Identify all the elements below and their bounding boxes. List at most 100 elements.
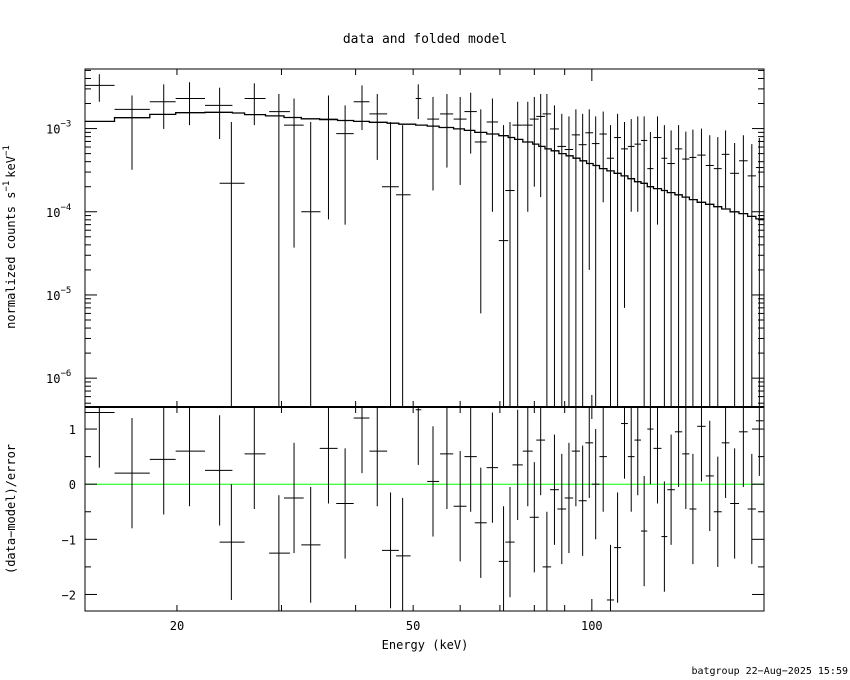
top-y-axis-label-exp1: −1 — [2, 181, 12, 192]
data-point — [244, 83, 266, 126]
y-tick-exponent: −5 — [60, 286, 71, 296]
residual-point — [585, 407, 594, 498]
data-point — [205, 87, 233, 139]
residual-point — [474, 467, 487, 578]
residual-point — [661, 481, 668, 592]
data-point — [585, 109, 594, 270]
y-tick-mantissa: 10 — [46, 123, 60, 137]
data-point — [689, 129, 697, 407]
residual-point — [621, 407, 628, 479]
data-point — [674, 125, 683, 407]
residual-point — [512, 409, 523, 521]
y-tick-exponent: −6 — [60, 369, 71, 379]
data-point — [627, 119, 635, 212]
data-point — [591, 116, 600, 407]
residual-point — [440, 407, 454, 509]
residual-point — [614, 492, 622, 603]
top-y-axis-label-exp2: −1 — [2, 145, 12, 156]
residual-point — [739, 407, 748, 487]
data-point — [621, 121, 628, 308]
residual-point — [730, 448, 740, 559]
data-point — [721, 130, 730, 209]
data-point — [474, 109, 487, 314]
data-point — [284, 98, 304, 248]
chart-title: data and folded model — [343, 32, 507, 47]
residual-point — [549, 434, 559, 545]
y-tick-label: 0 — [69, 478, 76, 492]
data-point — [549, 105, 559, 407]
data-point — [606, 125, 615, 407]
data-point — [486, 98, 499, 212]
data-point — [464, 92, 477, 154]
data-point — [713, 137, 722, 407]
residual-point — [755, 407, 764, 476]
data-point — [85, 74, 115, 102]
top-panel-marks — [85, 74, 764, 407]
residual-point — [353, 407, 370, 474]
data-point — [667, 130, 675, 407]
residual-point — [522, 407, 533, 507]
data-point — [755, 138, 764, 407]
data-point — [505, 121, 515, 407]
data-point — [149, 84, 176, 129]
residual-point — [396, 497, 411, 611]
data-point — [219, 121, 245, 407]
residual-point — [542, 511, 552, 611]
residual-point — [682, 407, 690, 509]
residual-y-axis-label: (data−model)/error — [4, 444, 18, 574]
residual-point — [85, 407, 115, 468]
residual-point — [653, 407, 662, 504]
data-point — [529, 96, 539, 187]
residual-point — [667, 434, 675, 545]
data-point — [415, 84, 422, 120]
data-point — [542, 94, 552, 407]
residual-point — [599, 407, 607, 512]
residual-point — [284, 442, 304, 554]
data-point — [634, 116, 641, 212]
residual-point — [578, 445, 587, 556]
data-point — [522, 101, 533, 212]
residual-point — [591, 429, 600, 540]
y-tick-label: 10−5 — [46, 286, 71, 303]
residual-point — [269, 495, 290, 611]
y-tick-label: 10−4 — [46, 203, 71, 220]
residual-point — [713, 456, 722, 567]
y-tick-label: 10−3 — [46, 120, 71, 137]
footer-stamp: batgroup 22−Aug−2025 15:59 — [691, 666, 848, 677]
residual-point — [557, 453, 567, 565]
data-point — [647, 131, 654, 407]
residual-point — [381, 492, 399, 609]
residual-point — [640, 475, 648, 587]
data-point — [599, 111, 607, 203]
data-point — [578, 113, 587, 407]
data-point — [747, 144, 756, 407]
residual-point — [453, 451, 467, 562]
x-tick-label: 50 — [406, 619, 420, 633]
data-point — [427, 96, 440, 191]
residual-point — [415, 407, 422, 465]
x-axis-label: Energy (keV) — [382, 638, 469, 652]
residual-point — [301, 486, 321, 603]
top-y-axis-label-main: normalized counts s — [4, 192, 18, 329]
residual-point — [747, 453, 756, 565]
data-point — [498, 125, 509, 407]
x-tick-label: 20 — [170, 619, 184, 633]
top-panel-frame — [84, 68, 765, 408]
residual-point — [606, 544, 615, 611]
residual-point — [529, 462, 539, 573]
residual-point — [219, 484, 245, 600]
residual-point — [505, 486, 515, 598]
residual-point — [369, 407, 388, 507]
residual-point — [647, 407, 654, 485]
residual-point — [175, 407, 206, 507]
residual-point — [627, 407, 635, 512]
y-tick-exponent: −3 — [60, 120, 71, 130]
y-tick-mantissa: 10 — [46, 372, 60, 386]
data-point — [557, 113, 567, 407]
data-point — [682, 131, 690, 407]
data-point — [653, 116, 662, 225]
residual-panel-marks — [85, 407, 764, 611]
data-point — [336, 105, 354, 225]
